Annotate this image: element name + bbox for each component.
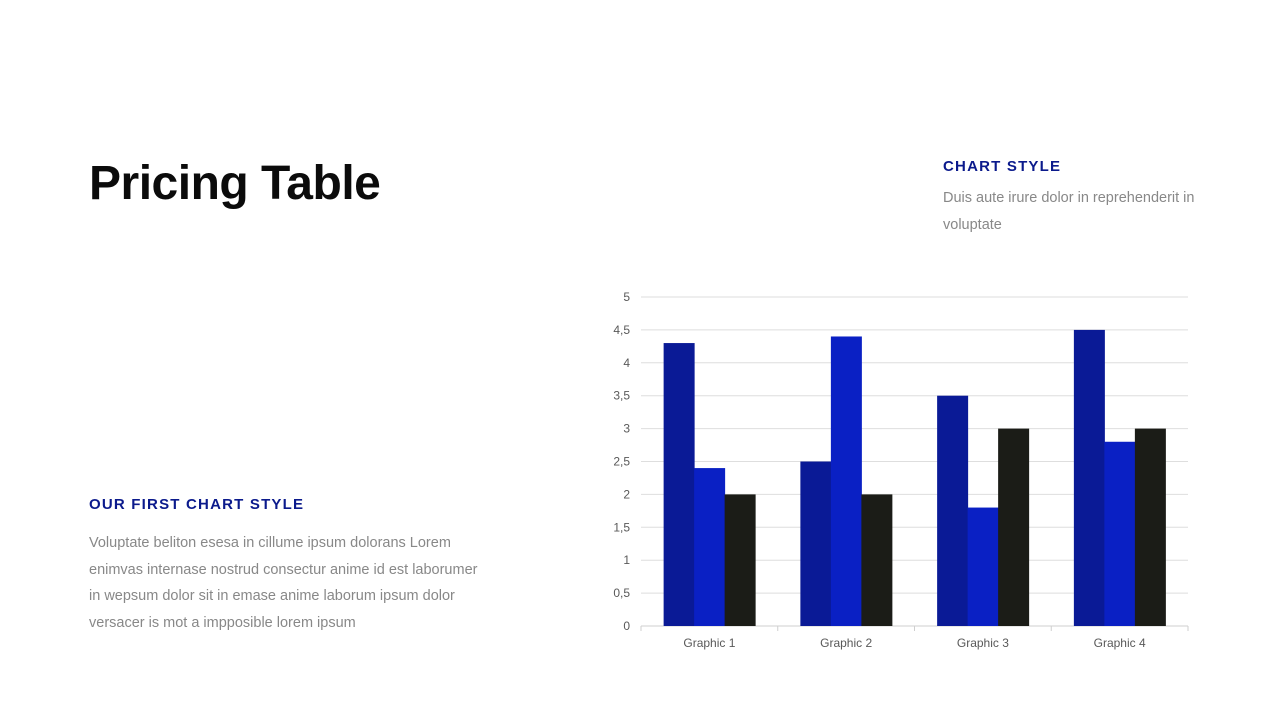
y-tick-label: 0 [623,619,630,633]
bar [1073,329,1105,626]
y-tick-label: 3,5 [613,389,630,403]
page-title: Pricing Table [89,157,381,210]
y-tick-label: 4 [623,356,630,370]
first-chart-style-text: Voluptate beliton esesa in cillume ipsum… [89,535,478,631]
x-category-label: Graphic 3 [957,636,1009,650]
y-tick-label: 5 [623,290,630,304]
bar [1104,441,1136,626]
y-tick-label: 2,5 [613,455,630,469]
y-tick-label: 1,5 [613,520,630,534]
bar [800,461,832,626]
y-tick-label: 1 [623,553,630,567]
y-tick-label: 4,5 [613,323,630,337]
bar [830,336,862,626]
bar [694,468,726,626]
bar [861,494,893,626]
y-tick-label: 0,5 [613,586,630,600]
first-chart-style-heading: OUR FIRST CHART STYLE [89,496,305,513]
y-tick-label: 2 [623,487,630,501]
bar [998,428,1030,626]
chart-style-heading: CHART STYLE [943,158,1062,175]
y-tick-label: 3 [623,422,630,436]
bar [1134,428,1166,626]
bar [724,494,756,626]
x-category-label: Graphic 1 [683,636,735,650]
bar [967,507,999,626]
bar [937,395,969,626]
bar [663,343,695,626]
x-category-label: Graphic 2 [820,636,872,650]
chart-style-text: Duis aute irure dolor in reprehenderit i… [943,190,1195,233]
x-category-label: Graphic 4 [1094,636,1146,650]
